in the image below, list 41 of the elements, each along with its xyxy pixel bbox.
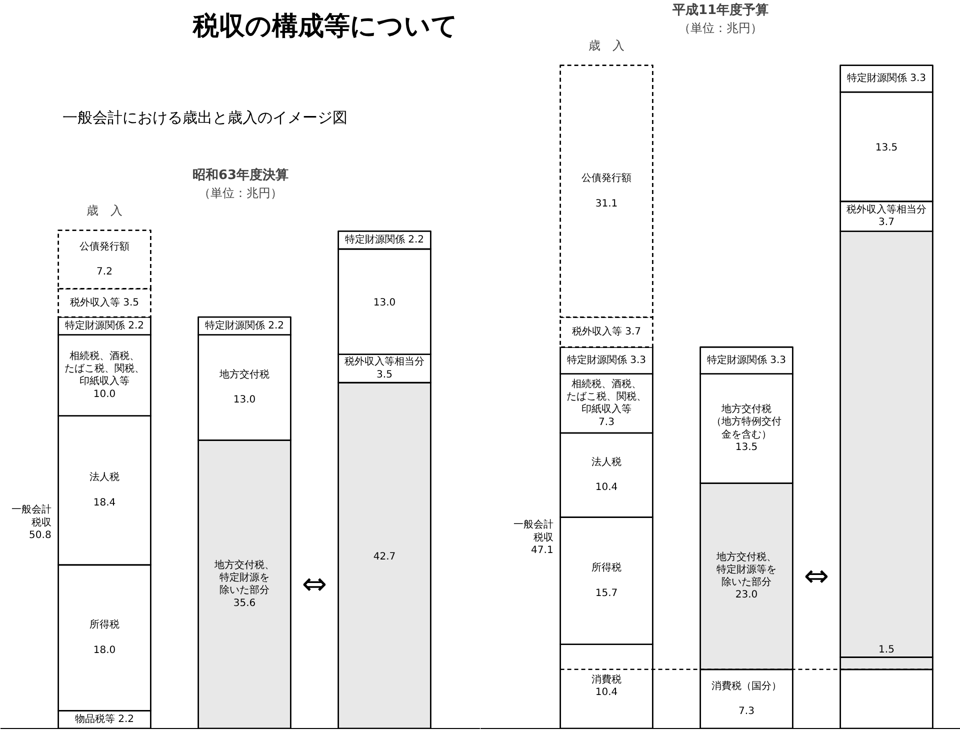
data-label: 消費税 10.4 <box>592 674 622 698</box>
data-label: 特定財源関係 3.3 <box>566 354 646 366</box>
text: 地方交付税 13.0 <box>220 369 270 406</box>
data-label: 地方交付税、特定財源等を除いた部分 23.0 <box>716 550 776 601</box>
data-label: 42.7 <box>373 552 396 563</box>
x-tick-label: 歳 入 <box>588 38 624 52</box>
annotation: ⇔ <box>302 566 328 602</box>
chart-subtitle: （単位：兆円） <box>678 21 762 35</box>
data-label: 特定財源関係 2.2 <box>204 319 284 332</box>
data-label: 税外収入等 3.7 <box>572 326 642 338</box>
annotation: ⇔ <box>804 558 830 594</box>
text: 一般会計における歳出と歳入のイメージ図 <box>62 108 348 126</box>
data-label: 1.5 <box>878 644 894 656</box>
chart-title: 昭和63年度決算 <box>192 167 289 183</box>
text: 税収の構成等について <box>192 12 458 42</box>
data-label: 相続税、酒税、たばこ税、関税、印紙収入等 7.3 <box>566 378 646 428</box>
text: 所得税 18.0 <box>90 620 120 656</box>
data-label: 特定財源関係 2.2 <box>64 319 144 332</box>
data-label: 税外収入等 3.5 <box>70 296 140 308</box>
x-tick-label: 歳 入 <box>86 204 122 218</box>
text: 公債発行額 7.2 <box>80 241 130 278</box>
text: 法人税 10.4 <box>592 456 622 494</box>
data-label: 13.5 <box>875 142 898 154</box>
annotation: 一般会計税収 50.8 <box>11 504 52 541</box>
data-label: 特定財源関係 2.2 <box>344 234 424 246</box>
annotation: 一般会計税収 47.1 <box>513 518 554 556</box>
data-label: 相続税、酒税、たばこ税、関税、印紙収入等 10.0 <box>64 350 144 400</box>
data-label: 特定財源関係 3.3 <box>846 72 926 84</box>
text: 消費税（国分） 7.3 <box>712 680 782 718</box>
data-label: 地方交付税（地方特例交付金を含む） 13.5 <box>712 403 782 453</box>
data-label: 13.0 <box>373 298 396 309</box>
data-label: 特定財源関係 3.3 <box>706 354 786 366</box>
chart-subtitle: （単位：兆円） <box>198 186 282 200</box>
data-label: 税外収入等相当分 3.7 <box>846 204 926 228</box>
data-label: 税外収入等相当分 3.5 <box>344 356 424 380</box>
text: 所得税 15.7 <box>592 562 622 599</box>
chart-title: 平成11年度予算 <box>671 2 769 18</box>
data-label: 地方交付税、特定財源を除いた部分 35.6 <box>214 558 274 609</box>
data-label: 物品税等 2.2 <box>74 713 134 726</box>
text: 法人税 18.4 <box>90 472 120 509</box>
text: 公債発行額 31.1 <box>582 173 632 210</box>
